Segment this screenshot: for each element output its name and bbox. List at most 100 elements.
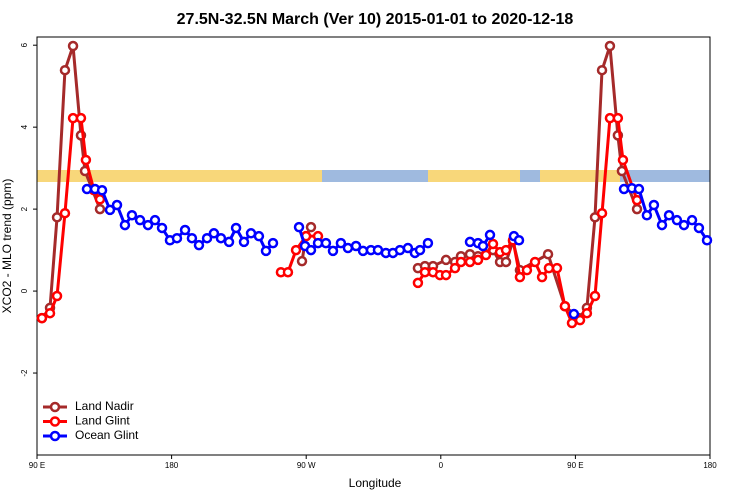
data-point <box>327 245 339 257</box>
data-point <box>648 199 660 211</box>
data-point <box>305 244 317 256</box>
data-point <box>500 256 512 268</box>
data-point <box>612 112 624 124</box>
data-point <box>484 229 496 241</box>
data-point <box>51 290 63 302</box>
data-point <box>36 312 48 324</box>
data-point <box>500 244 512 256</box>
x-axis-label: Longitude <box>349 476 402 490</box>
data-point <box>179 224 191 236</box>
data-point <box>574 314 586 326</box>
map-strip <box>37 170 710 182</box>
data-point <box>455 256 467 268</box>
data-point <box>487 238 499 250</box>
data-point <box>59 64 71 76</box>
data-point <box>551 262 563 274</box>
legend-marker <box>49 416 61 427</box>
data-point <box>542 248 554 260</box>
data-point <box>464 256 476 268</box>
legend-label: Land Glint <box>75 414 130 428</box>
data-point <box>422 237 434 249</box>
data-point <box>559 300 571 312</box>
data-point <box>111 199 123 211</box>
data-point <box>149 214 161 226</box>
y-tick-label: 4 <box>20 124 29 129</box>
data-point <box>223 236 235 248</box>
x-tick-label: 90 E <box>567 461 583 470</box>
data-point <box>201 232 213 244</box>
data-point <box>75 112 87 124</box>
data-point <box>260 245 272 257</box>
legend-marker <box>49 430 61 442</box>
data-point <box>171 232 183 244</box>
x-tick-label: 90 W <box>297 461 316 470</box>
data-point <box>596 207 608 219</box>
data-point <box>51 212 63 223</box>
data-point <box>282 266 294 278</box>
data-point <box>126 210 138 221</box>
data-point <box>156 222 168 234</box>
data-point <box>464 236 476 248</box>
data-point <box>449 262 461 274</box>
data-point <box>566 317 578 329</box>
legend-label: Ocean Glint <box>75 428 139 442</box>
data-point <box>412 277 424 289</box>
data-point <box>414 244 426 256</box>
y-tick-label: 2 <box>20 206 29 211</box>
y-tick-label: -2 <box>20 369 29 377</box>
data-point <box>633 183 645 195</box>
data-point <box>514 271 526 283</box>
data-point <box>305 221 317 233</box>
data-point <box>440 269 452 281</box>
map-land <box>428 170 520 182</box>
data-point <box>119 219 131 231</box>
map-land <box>540 170 620 182</box>
data-point <box>671 214 683 226</box>
data-point <box>290 244 302 256</box>
x-tick-label: 90 E <box>29 461 45 470</box>
map-land <box>37 170 270 182</box>
data-point <box>335 237 347 249</box>
chart-title: 27.5N-32.5N March (Ver 10) 2015-01-01 to… <box>177 11 574 28</box>
y-tick-label: 6 <box>20 42 29 47</box>
data-point <box>402 242 414 254</box>
data-point <box>44 307 56 319</box>
data-point <box>320 237 332 249</box>
data-point <box>581 307 593 319</box>
data-point <box>80 154 92 166</box>
data-point <box>701 235 713 246</box>
data-point <box>480 249 492 261</box>
data-point <box>663 210 675 221</box>
data-point <box>596 64 608 76</box>
data-point <box>419 266 431 278</box>
data-point <box>96 185 108 196</box>
data-point <box>440 254 452 266</box>
data-point <box>589 290 601 302</box>
data-point <box>678 219 690 231</box>
data-point <box>472 254 484 266</box>
plot-frame <box>36 36 711 456</box>
data-point <box>693 222 705 234</box>
legend-label: Land Nadir <box>75 399 134 413</box>
data-point <box>477 240 489 252</box>
data-point <box>267 237 279 249</box>
data-point <box>81 183 93 195</box>
y-axis-label: XCO2 - MLO trend (ppm) <box>0 179 14 314</box>
data-point <box>536 271 548 283</box>
data-point <box>208 228 220 239</box>
data-point <box>617 154 629 166</box>
data-point <box>631 194 643 206</box>
data-point <box>296 255 308 267</box>
data-point <box>513 235 525 246</box>
data-point <box>238 236 250 248</box>
x-tick-label: 180 <box>703 461 717 470</box>
data-point <box>193 239 205 251</box>
y-tick-label: 0 <box>20 288 29 293</box>
data-point <box>142 219 154 231</box>
x-tick-label: 0 <box>439 461 444 470</box>
data-point <box>521 264 533 276</box>
data-point <box>94 194 106 205</box>
data-point <box>568 308 580 320</box>
legend-marker <box>49 401 61 413</box>
